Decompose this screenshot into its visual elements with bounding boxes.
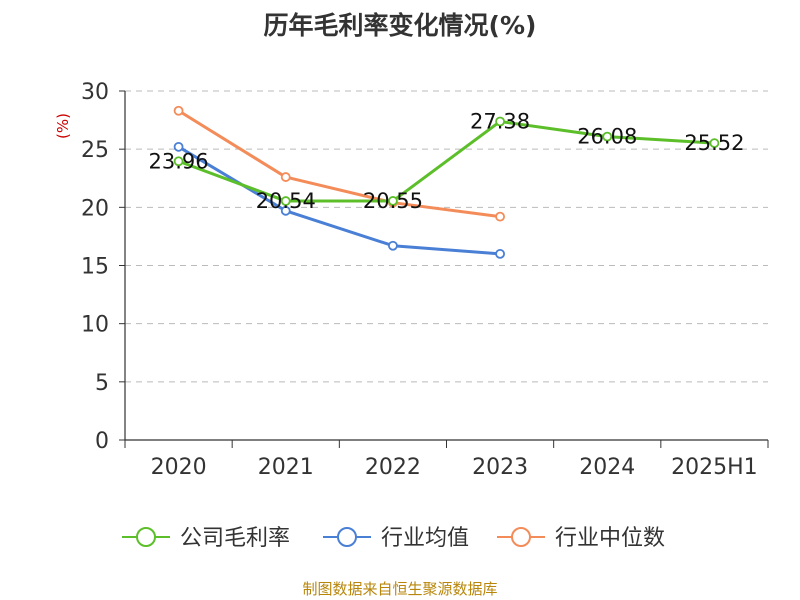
series-line — [177, 109, 501, 219]
series-line — [177, 145, 501, 256]
data-point — [495, 116, 505, 127]
legend-swatch-marker — [511, 527, 531, 547]
series-1 — [173, 141, 505, 259]
legend-label: 公司毛利率 — [180, 526, 290, 551]
y-tick-label: 15 — [81, 255, 109, 280]
data-label: 27.38 — [470, 109, 530, 133]
y-tick-label: 5 — [95, 371, 109, 396]
data-label: 26.08 — [577, 125, 637, 149]
legend-label: 行业均值 — [381, 526, 469, 551]
data-point — [173, 156, 184, 167]
source-note: 制图数据来自恒生聚源数据库 — [302, 580, 497, 598]
legend: 公司毛利率 行业均值 行业中位数 — [122, 526, 665, 551]
data-point — [388, 196, 398, 206]
data-point — [388, 240, 398, 251]
legend-item-2: 行业中位数 — [497, 526, 665, 551]
y-tick-label: 0 — [95, 429, 109, 454]
data-point — [495, 211, 505, 222]
y-tick-label: 30 — [81, 80, 109, 105]
data-label: 23.96 — [149, 149, 209, 173]
series-0 — [173, 116, 720, 206]
legend-label: 行业中位数 — [555, 526, 665, 551]
data-label: 20.55 — [363, 189, 423, 213]
data-point — [709, 138, 720, 149]
legend-swatch-marker — [136, 527, 156, 547]
data-point — [173, 141, 184, 152]
series-line — [178, 119, 715, 203]
y-tick-label: 25 — [81, 138, 109, 163]
data-point — [173, 105, 184, 116]
x-tick-label: 2024 — [579, 455, 635, 480]
y-tick-label: 10 — [81, 313, 109, 338]
legend-item-1: 行业均值 — [323, 526, 469, 551]
data-point — [280, 172, 291, 182]
x-tick-label: 2022 — [365, 455, 421, 480]
y-axis-label: (%) — [54, 113, 72, 139]
legend-swatch-marker — [337, 527, 357, 547]
series-2 — [173, 105, 505, 222]
x-tick-label: 2020 — [151, 455, 207, 480]
x-tick-label: 2023 — [472, 455, 528, 480]
chart-title: 历年毛利率变化情况(%) — [264, 11, 537, 40]
data-point — [280, 205, 291, 216]
legend-item-0: 公司毛利率 — [122, 526, 290, 551]
grid-lines — [125, 90, 768, 383]
data-point — [280, 196, 291, 206]
series-layer — [173, 105, 720, 259]
x-tick-label: 2025H1 — [671, 455, 758, 480]
y-tick-label: 20 — [81, 196, 109, 221]
axes: 0 5 10 15 20 25 30 2020 2021 2022 2023 2024 2025H1 — [81, 80, 769, 480]
data-point — [495, 248, 505, 259]
data-labels: 23.96 20.54 20.55 27.38 26.08 25.52 — [149, 109, 745, 213]
data-label: 20.54 — [256, 189, 316, 213]
x-tick-label: 2021 — [258, 455, 314, 480]
data-point — [602, 131, 613, 142]
data-label: 25.52 — [684, 131, 744, 155]
